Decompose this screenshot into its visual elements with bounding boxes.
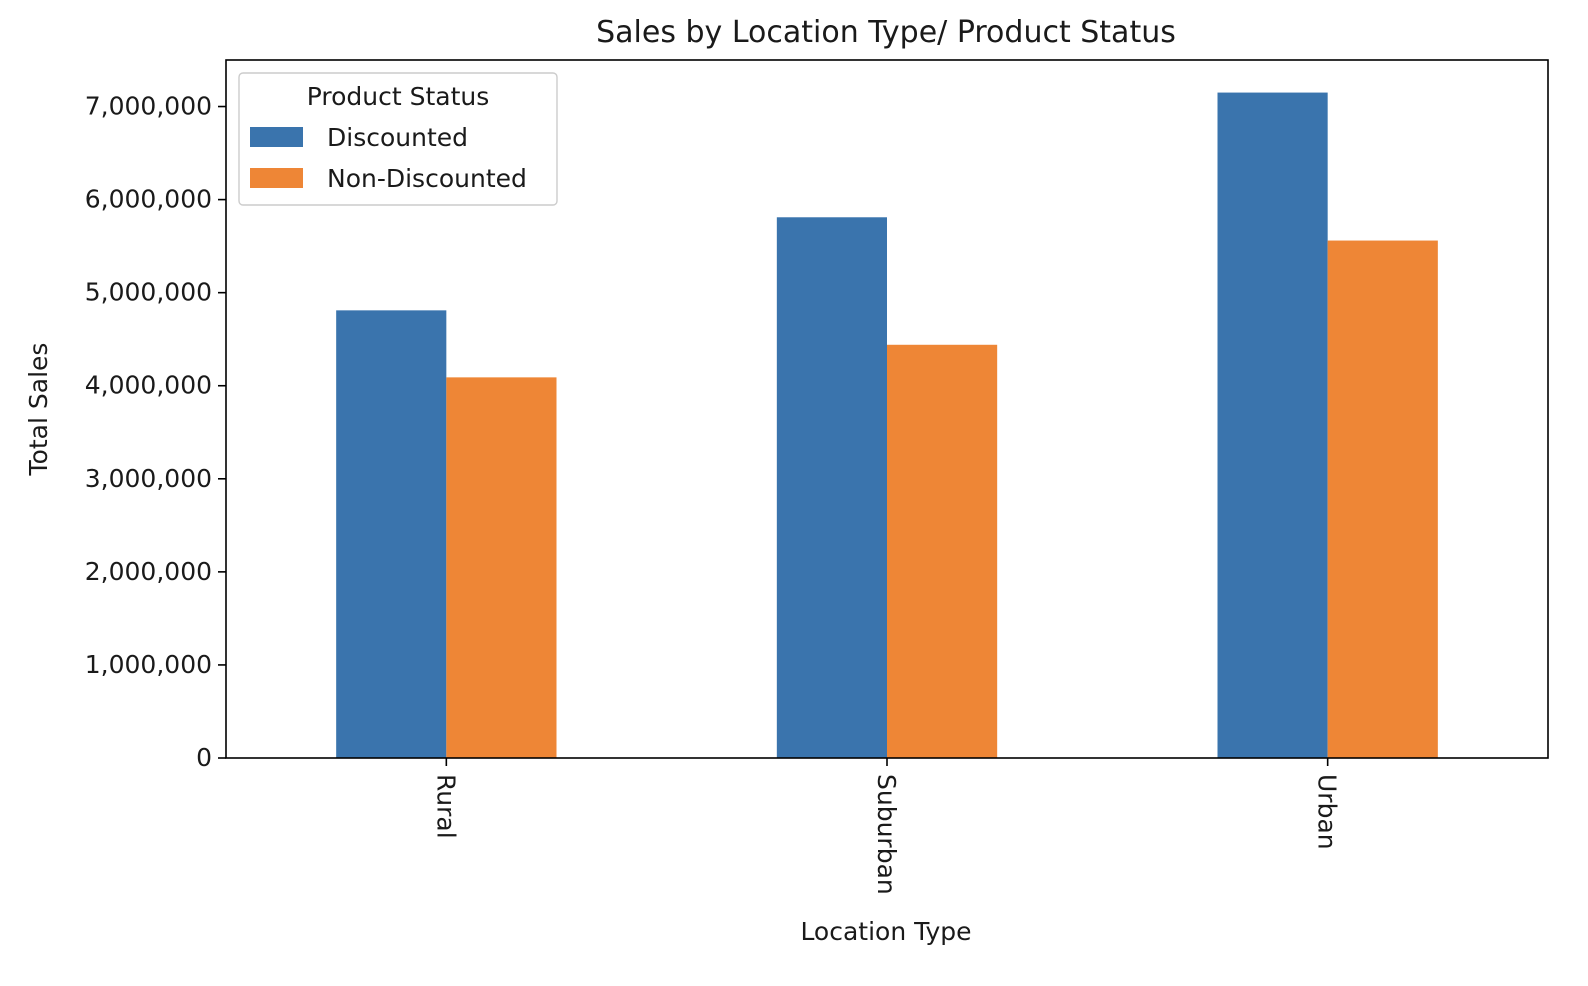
y-tick-label: 7,000,000 (85, 92, 212, 121)
bar-rural-discounted (336, 310, 447, 758)
legend-label-non-discounted: Non-Discounted (327, 164, 527, 193)
legend-title: Product Status (307, 82, 490, 111)
bar-rural-non-discounted (446, 377, 557, 758)
y-axis-label: Total Sales (24, 343, 53, 477)
legend-swatch-discounted (250, 127, 303, 147)
x-tick-label-rural: Rural (431, 774, 460, 839)
y-tick-label: 6,000,000 (85, 185, 212, 214)
bar-suburban-discounted (776, 217, 887, 758)
bar-suburban-non-discounted (887, 344, 998, 758)
plot-area-frame (225, 59, 1549, 759)
y-tick-label: 2,000,000 (85, 557, 212, 586)
bar-urban-non-discounted (1327, 240, 1438, 759)
x-tick-label-urban: Urban (1313, 774, 1342, 850)
y-tick-label: 1,000,000 (85, 650, 212, 679)
x-tick-label-suburban: Suburban (872, 774, 901, 895)
bars-layer (336, 92, 1438, 759)
legend: Product Status Discounted Non-Discounted (238, 72, 558, 206)
x-axis: Rural Suburban Urban (431, 758, 1342, 895)
y-tick-label: 4,000,000 (85, 371, 212, 400)
bar-urban-discounted (1217, 92, 1328, 758)
x-axis-label: Location Type (800, 917, 971, 946)
y-axis: 0 1,000,000 2,000,000 3,000,000 4,000,000 5,0… (85, 92, 226, 772)
y-tick-label: 5,000,000 (85, 278, 212, 307)
chart-title: Sales by Location Type/ Product Status (596, 15, 1176, 50)
legend-label-discounted: Discounted (327, 123, 468, 152)
legend-swatch-non-discounted (250, 168, 303, 188)
y-tick-label: 0 (196, 743, 212, 772)
legend-box (238, 72, 558, 206)
y-tick-label: 3,000,000 (85, 464, 212, 493)
